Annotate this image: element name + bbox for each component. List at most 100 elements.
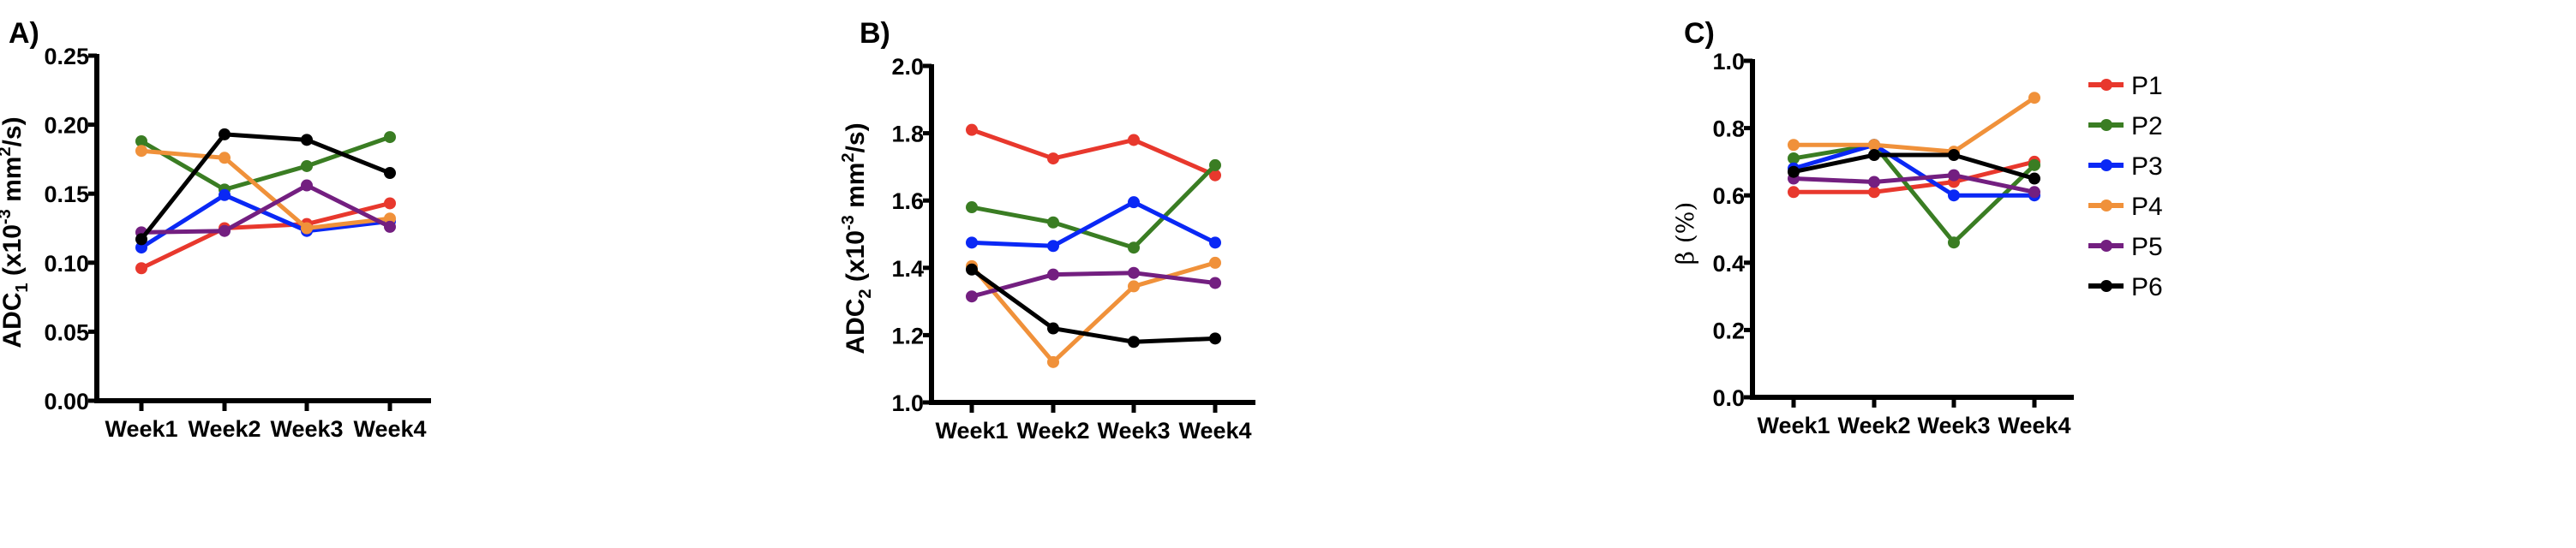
data-point [1788, 152, 1800, 164]
data-point [966, 290, 978, 303]
series-line [970, 260, 1216, 365]
data-point [1128, 280, 1140, 293]
legend-item-p1: P1 [2088, 72, 2163, 100]
y-tick-label: 1.8 [891, 122, 924, 147]
data-point [1948, 169, 1960, 182]
data-point [135, 233, 147, 246]
legend-item-p2: P2 [2088, 112, 2163, 140]
y-axis-label-part: mm [842, 163, 870, 216]
y-tick-label: 0.4 [1712, 251, 1745, 277]
data-point [1047, 152, 1059, 165]
data-point [2028, 92, 2040, 104]
data-point [1209, 277, 1221, 289]
data-point [135, 241, 147, 254]
series-line [971, 271, 1216, 299]
y-tick-label: 0.8 [1712, 116, 1745, 142]
series-p5 [966, 266, 1221, 303]
legend-swatch-marker [2100, 79, 2112, 91]
x-tick-label: Week4 [1178, 418, 1251, 444]
legend-label: P2 [2131, 112, 2163, 140]
data-point [1868, 186, 1880, 199]
data-point [1788, 165, 1800, 178]
series-line [140, 132, 391, 241]
data-point [966, 263, 978, 276]
y-tick-label: 0.20 [44, 113, 89, 139]
legend-item-p6: P6 [2088, 273, 2163, 301]
data-point [1209, 169, 1221, 182]
data-point [1788, 186, 1800, 199]
series-line [1794, 96, 2036, 154]
data-point [1209, 256, 1221, 269]
series-p1 [966, 123, 1221, 182]
y-tick-label: 1.2 [891, 323, 924, 348]
data-point [2028, 172, 2040, 185]
data-point [1047, 322, 1059, 335]
legend-label: P1 [2131, 72, 2163, 100]
data-point [1047, 240, 1059, 253]
series-line [140, 134, 391, 192]
data-point [219, 128, 231, 140]
x-tick-label: Week1 [1757, 413, 1830, 438]
series-p4 [135, 145, 396, 235]
x-tick-label: Week2 [1016, 418, 1089, 444]
data-point [966, 123, 978, 136]
data-point [1209, 332, 1221, 345]
y-axis-label-part: 2 [839, 152, 858, 162]
series-line [970, 267, 1216, 344]
data-point [384, 197, 396, 210]
data-point [1047, 216, 1059, 229]
series-line [971, 128, 1216, 178]
series-line [1793, 142, 2034, 198]
y-axis-label-part: -3 [839, 215, 858, 230]
legend-label: P4 [2131, 193, 2163, 221]
legend-item-p4: P4 [2088, 193, 2163, 221]
series-p6 [1788, 149, 2040, 185]
legend-item-p3: P3 [2088, 152, 2163, 181]
series-line [141, 148, 391, 230]
y-tick-label: 0.05 [44, 319, 89, 345]
series-p5 [1788, 169, 2040, 199]
panel-label: A) [9, 17, 39, 50]
y-tick-label: 1.6 [891, 188, 924, 214]
data-point [1128, 196, 1140, 209]
series-line [971, 164, 1217, 250]
x-tick-label: Week2 [1837, 413, 1910, 438]
y-tick-label: 1.0 [891, 390, 924, 416]
y-axis-label-part: mm [0, 157, 27, 210]
data-point [1868, 139, 1880, 152]
x-tick-label: Week4 [353, 416, 426, 442]
panel-c: C) 0.0 0.2 0.4 0.6 0.8 1.0 Week1 Week2 Week3 Week4… [1671, 17, 2163, 438]
data-point [966, 201, 978, 214]
data-point [1128, 336, 1140, 348]
series-p2 [966, 158, 1221, 254]
y-tick-label: 0.2 [1712, 318, 1745, 343]
y-axis-label-part: /s) [842, 122, 870, 152]
x-tick-label: Week1 [105, 416, 177, 442]
y-tick-label: 1.4 [891, 256, 924, 282]
data-point [384, 220, 396, 233]
x-tick-label: Week1 [935, 418, 1008, 444]
series-line [141, 183, 392, 235]
data-point [384, 131, 396, 144]
series-p6 [135, 128, 396, 246]
data-point [135, 134, 147, 147]
x-tick-label: Week3 [1097, 418, 1170, 444]
legend-label: P6 [2131, 273, 2163, 301]
series-line [1794, 159, 2035, 194]
series-p4 [1788, 92, 2040, 158]
y-axis-label-part: ADC [0, 293, 27, 348]
data-point [1788, 139, 1800, 152]
y-tick-label: 0.15 [44, 182, 89, 207]
series-line [140, 193, 391, 250]
legend-label: P5 [2131, 233, 2163, 261]
y-axis-label-part: (x10 [0, 224, 27, 283]
y-axis-label-part: 2 [0, 146, 15, 156]
data-point [1868, 176, 1880, 188]
data-point [219, 152, 231, 164]
legend-swatch-marker [2100, 240, 2112, 252]
data-point [1948, 236, 1960, 249]
y-tick-label: 0.0 [1712, 385, 1745, 411]
data-point [2028, 158, 2040, 171]
data-point [301, 222, 313, 235]
